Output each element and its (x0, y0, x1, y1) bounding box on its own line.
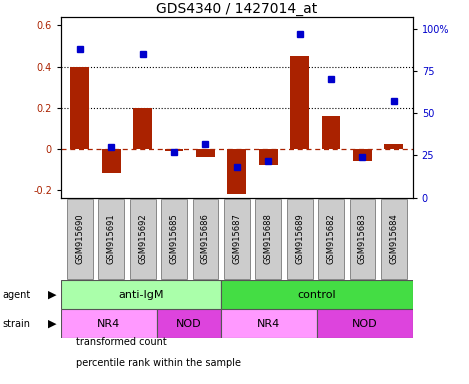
Bar (193, 199, 218, 279)
Text: GSM915689: GSM915689 (295, 214, 304, 265)
Text: GSM915688: GSM915688 (264, 214, 273, 265)
Bar (385, 144, 403, 149)
Bar (317, 309, 413, 338)
Bar (353, 149, 372, 161)
Bar (290, 56, 309, 149)
Text: transformed count: transformed count (76, 337, 166, 347)
Bar (196, 149, 215, 157)
Bar (102, 149, 121, 173)
Bar (287, 199, 312, 279)
Text: GSM915691: GSM915691 (107, 214, 116, 264)
Text: percentile rank within the sample: percentile rank within the sample (76, 358, 241, 368)
Text: ▶: ▶ (48, 290, 56, 300)
Bar (67, 199, 93, 279)
Bar (322, 116, 340, 149)
Bar (221, 280, 413, 309)
Bar (256, 199, 281, 279)
Bar (221, 309, 317, 338)
Text: ▶: ▶ (48, 318, 56, 329)
Bar (161, 199, 187, 279)
Bar (70, 66, 89, 149)
Bar (224, 199, 250, 279)
Text: GSM915684: GSM915684 (389, 214, 398, 265)
Bar (130, 199, 156, 279)
Text: anti-IgM: anti-IgM (118, 290, 164, 300)
Text: GSM915682: GSM915682 (326, 214, 335, 265)
Bar (381, 199, 407, 279)
Bar (157, 309, 221, 338)
Text: NR4: NR4 (257, 318, 280, 329)
Text: GSM915690: GSM915690 (76, 214, 84, 264)
Text: NOD: NOD (176, 318, 202, 329)
Text: agent: agent (2, 290, 30, 300)
Text: GSM915692: GSM915692 (138, 214, 147, 264)
Text: GSM915683: GSM915683 (358, 214, 367, 265)
Bar (165, 149, 183, 151)
Title: GDS4340 / 1427014_at: GDS4340 / 1427014_at (156, 2, 318, 16)
Bar (318, 199, 344, 279)
Text: GSM915685: GSM915685 (169, 214, 179, 265)
Bar (61, 309, 157, 338)
Text: control: control (297, 290, 336, 300)
Bar (227, 149, 246, 194)
Bar (98, 199, 124, 279)
Bar (61, 280, 221, 309)
Bar (133, 108, 152, 149)
Text: strain: strain (2, 318, 30, 329)
Text: GSM915687: GSM915687 (232, 214, 242, 265)
Text: NR4: NR4 (97, 318, 121, 329)
Bar (349, 199, 375, 279)
Bar (259, 149, 278, 165)
Text: GSM915686: GSM915686 (201, 214, 210, 265)
Text: NOD: NOD (352, 318, 378, 329)
